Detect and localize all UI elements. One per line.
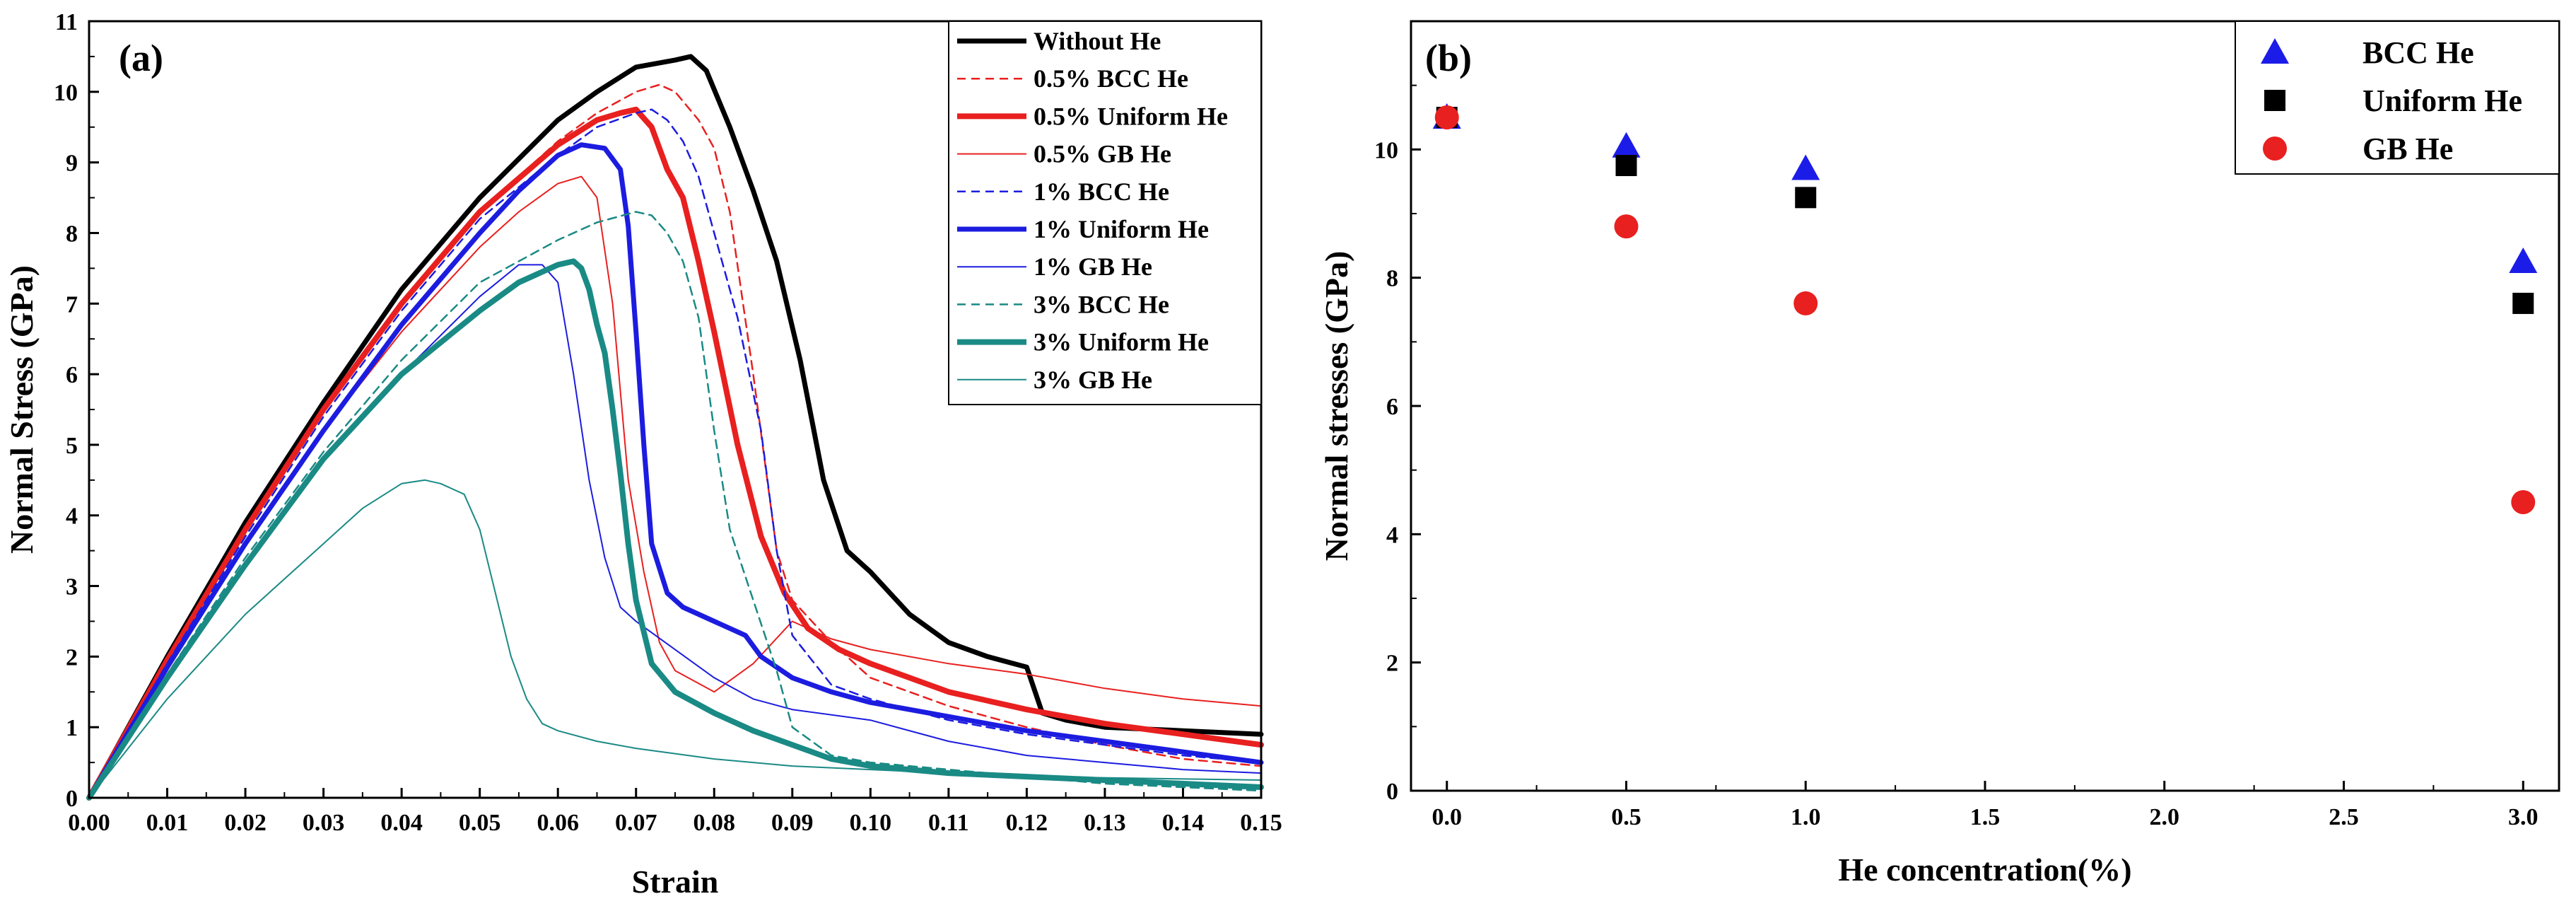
- series-line-3-bcc-he: [88, 211, 1263, 799]
- data-point-uniform-he: [1795, 187, 1817, 209]
- x-tick-label: 0.02: [224, 810, 267, 836]
- y-tick-label: 10: [54, 80, 78, 106]
- x-tick-label: 0.05: [459, 810, 501, 836]
- legend-label-without-he: Without He: [1034, 27, 1161, 55]
- panel-b-scatter-chart: 0.0 0.5 1.0 1.5 2.0 2.5 3.0 0 2 4 6 8 10 (b) He conc…: [1318, 20, 2560, 888]
- panel-a-series: [86, 54, 1264, 801]
- legend-label-0-5-uniform-he: 0.5% Uniform He: [1034, 102, 1228, 130]
- y-tick-label: 8: [1386, 266, 1398, 292]
- x-tick-label: 0.5: [1611, 804, 1641, 830]
- y-tick-label: 0: [66, 786, 78, 812]
- x-tick-label: 0.04: [380, 810, 423, 836]
- x-tick-label: 0.03: [303, 810, 345, 836]
- data-point-bcc-he: [2509, 248, 2538, 273]
- panel-a-ticks: 0.00 0.01 0.02 0.03 0.04 0.05 0.06 0.07 0.08 0.09…: [54, 9, 1282, 836]
- legend-label-3-uniform-he: 3% Uniform He: [1034, 328, 1209, 356]
- legend-label-0-5-gb-he: 0.5% GB He: [1034, 140, 1171, 168]
- x-tick-label: 2.0: [2150, 804, 2180, 830]
- panel-a-legend: Without He 0.5% BCC He 0.5% Uniform He 0.5%…: [948, 21, 1262, 405]
- legend-label-1-gb-he: 1% GB He: [1034, 252, 1152, 281]
- legend-label-3-bcc-he: 3% BCC He: [1034, 290, 1169, 318]
- legend-label-0-5-bcc-he: 0.5% BCC He: [1034, 64, 1188, 93]
- y-tick-label: 3: [66, 574, 78, 600]
- y-tick-label: 10: [1374, 137, 1398, 163]
- panel-b-plot-frame: [1410, 20, 2560, 792]
- panel-b-label: (b): [1425, 37, 1472, 79]
- data-point-bcc-he: [1612, 132, 1641, 158]
- y-tick-label: 4: [1386, 522, 1398, 548]
- x-tick-label: 0.14: [1162, 810, 1205, 836]
- x-tick-label: 0.01: [146, 810, 189, 836]
- legend-box: [2235, 21, 2560, 175]
- panel-b-series: [1432, 103, 2538, 514]
- series-line-0-5-gb-he: [88, 175, 1262, 798]
- data-point-gb-he: [2511, 490, 2536, 514]
- panel-a-x-axis-title: Strain: [632, 864, 719, 900]
- x-tick-label: 1.5: [1970, 804, 2001, 830]
- y-tick-label: 11: [55, 9, 78, 35]
- legend-marker-gb-he: [2263, 137, 2287, 161]
- panel-a-y-axis-title: Normal Stress (GPa): [4, 265, 40, 554]
- legend-label-1-bcc-he: 1% BCC He: [1034, 178, 1169, 206]
- x-tick-label: 3.0: [2508, 804, 2539, 830]
- data-point-gb-he: [1434, 105, 1459, 129]
- panel-a-label: (a): [119, 37, 163, 79]
- y-tick-label: 1: [66, 715, 78, 741]
- series-line-0-5-bcc-he: [88, 83, 1263, 799]
- y-tick-label: 7: [66, 291, 78, 318]
- series-line-3-uniform-he: [86, 258, 1264, 801]
- legend-label-3-gb-he: 3% GB He: [1034, 366, 1152, 394]
- x-tick-label: 0.0: [1432, 804, 1463, 830]
- legend-marker-uniform-he: [2264, 90, 2285, 111]
- y-tick-label: 2: [66, 644, 78, 670]
- series-line-without-he: [86, 54, 1264, 801]
- y-tick-label: 5: [66, 433, 78, 459]
- data-point-gb-he: [1614, 214, 1639, 239]
- series-line-0-5-uniform-he: [86, 106, 1264, 801]
- panel-a-stress-strain-chart: 0.00 0.01 0.02 0.03 0.04 0.05 0.06 0.07 0.08 0.09…: [4, 9, 1282, 900]
- legend-label-1-uniform-he: 1% Uniform He: [1034, 215, 1209, 243]
- x-tick-label: 0.09: [771, 810, 814, 836]
- y-tick-label: 9: [66, 151, 78, 177]
- x-tick-label: 0.07: [615, 810, 657, 836]
- x-tick-label: 0.10: [850, 810, 892, 836]
- x-tick-label: 0.15: [1240, 810, 1282, 836]
- x-tick-label: 0.08: [693, 810, 736, 836]
- panel-a-plot-frame: [88, 20, 1263, 799]
- y-tick-label: 2: [1386, 651, 1398, 677]
- y-tick-label: 6: [1386, 394, 1398, 420]
- data-point-uniform-he: [2512, 292, 2534, 314]
- panel-b-y-axis-title: Normal stresses (GPa): [1318, 251, 1354, 562]
- legend-marker-bcc-he: [2261, 38, 2289, 64]
- series-line-3-gb-he: [88, 479, 1262, 798]
- panel-b-ticks: 0.0 0.5 1.0 1.5 2.0 2.5 3.0 0 2 4 6 8 10: [1374, 84, 2539, 830]
- x-tick-label: 0.06: [537, 810, 579, 836]
- x-tick-label: 0.12: [1006, 810, 1048, 836]
- x-tick-label: 0.13: [1084, 810, 1126, 836]
- x-tick-label: 0.00: [68, 810, 110, 836]
- legend-label-gb-he: GB He: [2363, 132, 2453, 166]
- y-tick-label: 8: [66, 221, 78, 247]
- x-tick-label: 0.11: [928, 810, 969, 836]
- panel-b-legend: BCC He Uniform He GB He: [2235, 21, 2560, 175]
- y-tick-label: 6: [66, 362, 78, 388]
- legend-label-uniform-he: Uniform He: [2363, 83, 2522, 118]
- data-point-uniform-he: [1615, 155, 1637, 176]
- data-point-bcc-he: [1791, 154, 1820, 180]
- legend-label-bcc-he: BCC He: [2363, 35, 2474, 70]
- series-line-1-uniform-he: [86, 142, 1264, 801]
- series-line-1-bcc-he: [88, 108, 1263, 799]
- x-tick-label: 1.0: [1791, 804, 1821, 830]
- data-point-gb-he: [1793, 291, 1818, 315]
- panel-b-x-axis-title: He concentration(%): [1838, 852, 2131, 888]
- y-tick-label: 4: [66, 504, 78, 530]
- y-tick-label: 0: [1386, 779, 1398, 805]
- x-tick-label: 2.5: [2329, 804, 2359, 830]
